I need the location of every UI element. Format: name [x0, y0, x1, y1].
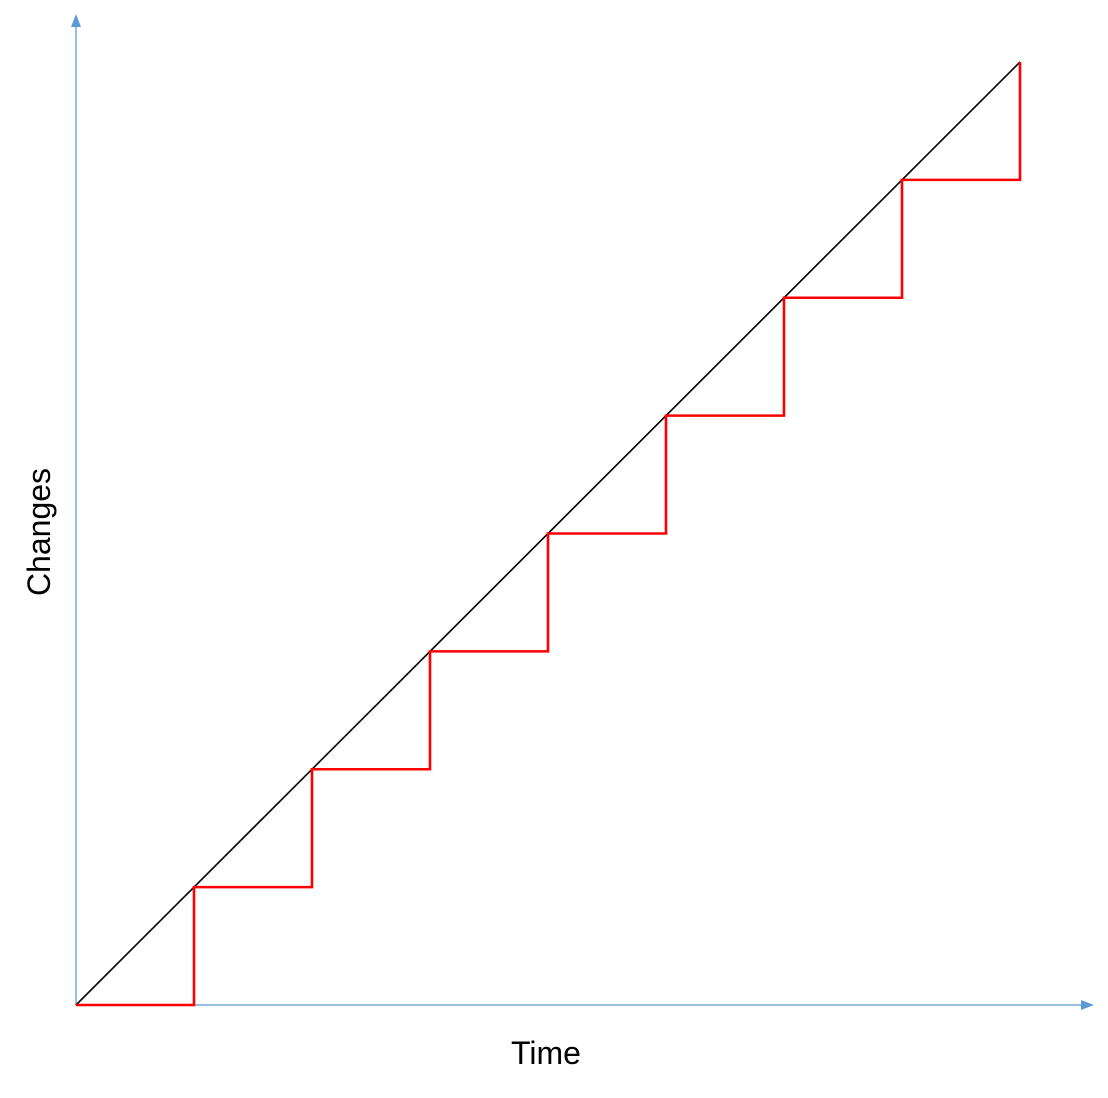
y-axis-arrowhead	[71, 14, 81, 27]
x-axis-label: Time	[511, 1035, 581, 1071]
y-axis-label: Changes	[21, 468, 57, 596]
x-axis-arrowhead	[1081, 1000, 1094, 1010]
series-layer	[75, 61, 1022, 1007]
axes	[71, 14, 1094, 1010]
staircase-series-line	[76, 62, 1022, 1007]
